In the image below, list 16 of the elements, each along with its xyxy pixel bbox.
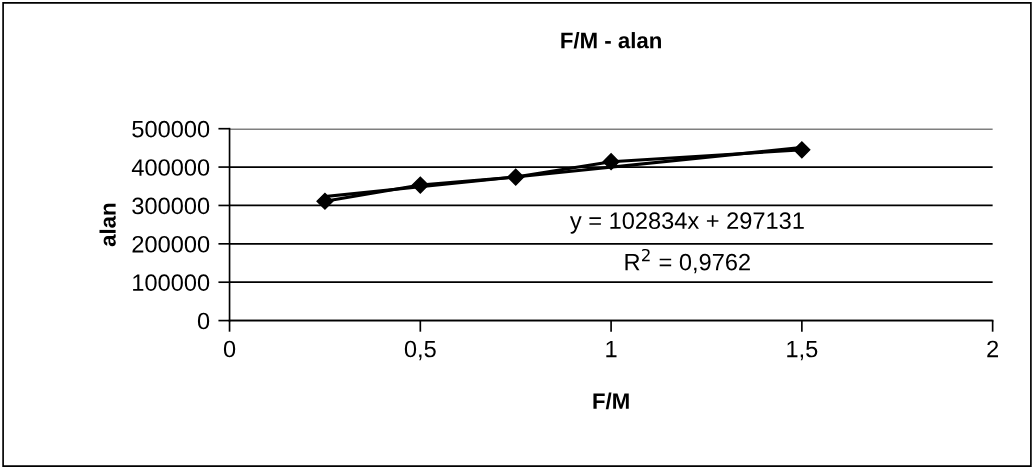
y-tick-label: 200000	[132, 235, 210, 253]
chart-title: F/M - alan	[561, 32, 661, 49]
x-tick-label: 1,5	[787, 340, 818, 361]
annotation: y = 102834x + 297131	[569, 212, 804, 234]
y-tick-label: 100000	[133, 274, 210, 291]
annotation: R$^{2}$ = 0,9762	[625, 248, 750, 274]
x-tick-label: 1	[606, 340, 617, 358]
y-tick-label: 500000	[132, 120, 210, 138]
x-tick-label: 2	[987, 340, 999, 358]
y-axis-title: alan	[99, 203, 116, 247]
x-axis-title: F/M	[593, 392, 629, 410]
y-tick-label: 0	[197, 312, 210, 330]
x-tick-label: 0	[223, 340, 236, 358]
y-tick-label: 300000	[132, 197, 210, 215]
y-tick-label: 400000	[131, 159, 210, 176]
x-tick-label: 0,5	[404, 340, 436, 361]
